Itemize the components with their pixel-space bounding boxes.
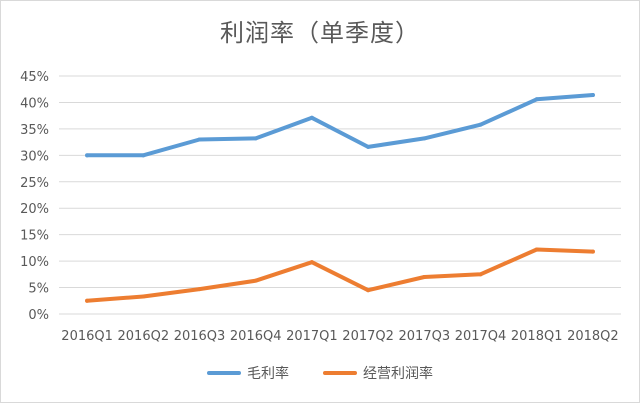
y-tick-label: 40% [20, 96, 49, 111]
legend: 毛利率 经营利润率 [1, 363, 639, 383]
legend-label-gross-margin: 毛利率 [247, 366, 289, 382]
data-point-series-0 [141, 153, 146, 158]
y-tick-label: 20% [20, 202, 49, 217]
y-tick-label: 0% [28, 308, 49, 323]
x-tick-label: 2016Q1 [61, 329, 113, 344]
data-point-series-0 [590, 93, 595, 98]
x-tick-label: 2017Q3 [399, 329, 451, 344]
legend-swatch-operating-margin [323, 371, 357, 375]
data-point-series-0 [534, 97, 539, 102]
y-tick-label: 5% [28, 282, 49, 297]
x-tick-label: 2017Q1 [286, 329, 338, 344]
data-point-series-1 [534, 247, 539, 252]
x-tick-label: 2016Q3 [174, 329, 226, 344]
data-point-series-0 [197, 137, 202, 142]
y-tick-label: 35% [20, 123, 49, 138]
x-tick-label: 2016Q2 [118, 329, 170, 344]
data-point-series-0 [253, 136, 258, 141]
x-tick-label: 2018Q1 [511, 329, 563, 344]
data-point-series-1 [141, 294, 146, 299]
data-point-series-0 [366, 144, 371, 149]
chart-title: 利润率（单季度） [220, 19, 420, 47]
series-line-1 [85, 247, 595, 303]
data-point-series-1 [478, 272, 483, 277]
data-point-series-1 [85, 298, 90, 303]
data-point-series-1 [422, 274, 427, 279]
legend-label-operating-margin: 经营利润率 [363, 366, 433, 382]
data-point-series-0 [422, 136, 427, 141]
x-tick-label: 2016Q4 [230, 329, 282, 344]
legend-item-gross-margin: 毛利率 [207, 363, 289, 383]
data-point-series-1 [197, 287, 202, 292]
legend-item-operating-margin: 经营利润率 [323, 363, 433, 383]
y-tick-label: 25% [20, 176, 49, 191]
x-tick-label: 2017Q2 [342, 329, 394, 344]
data-point-series-1 [253, 278, 258, 283]
y-tick-label: 10% [20, 255, 49, 270]
x-tick-label: 2018Q2 [567, 329, 619, 344]
y-tick-label: 30% [20, 149, 49, 164]
series-line-0 [85, 93, 595, 158]
data-point-series-0 [478, 122, 483, 127]
x-tick-label: 2017Q4 [455, 329, 507, 344]
y-tick-label: 15% [20, 229, 49, 244]
data-point-series-0 [85, 153, 90, 158]
data-point-series-1 [590, 249, 595, 254]
data-point-series-1 [366, 288, 371, 293]
y-tick-label: 45% [20, 70, 49, 85]
data-point-series-0 [309, 115, 314, 120]
legend-swatch-gross-margin [207, 371, 241, 375]
data-point-series-1 [309, 260, 314, 265]
